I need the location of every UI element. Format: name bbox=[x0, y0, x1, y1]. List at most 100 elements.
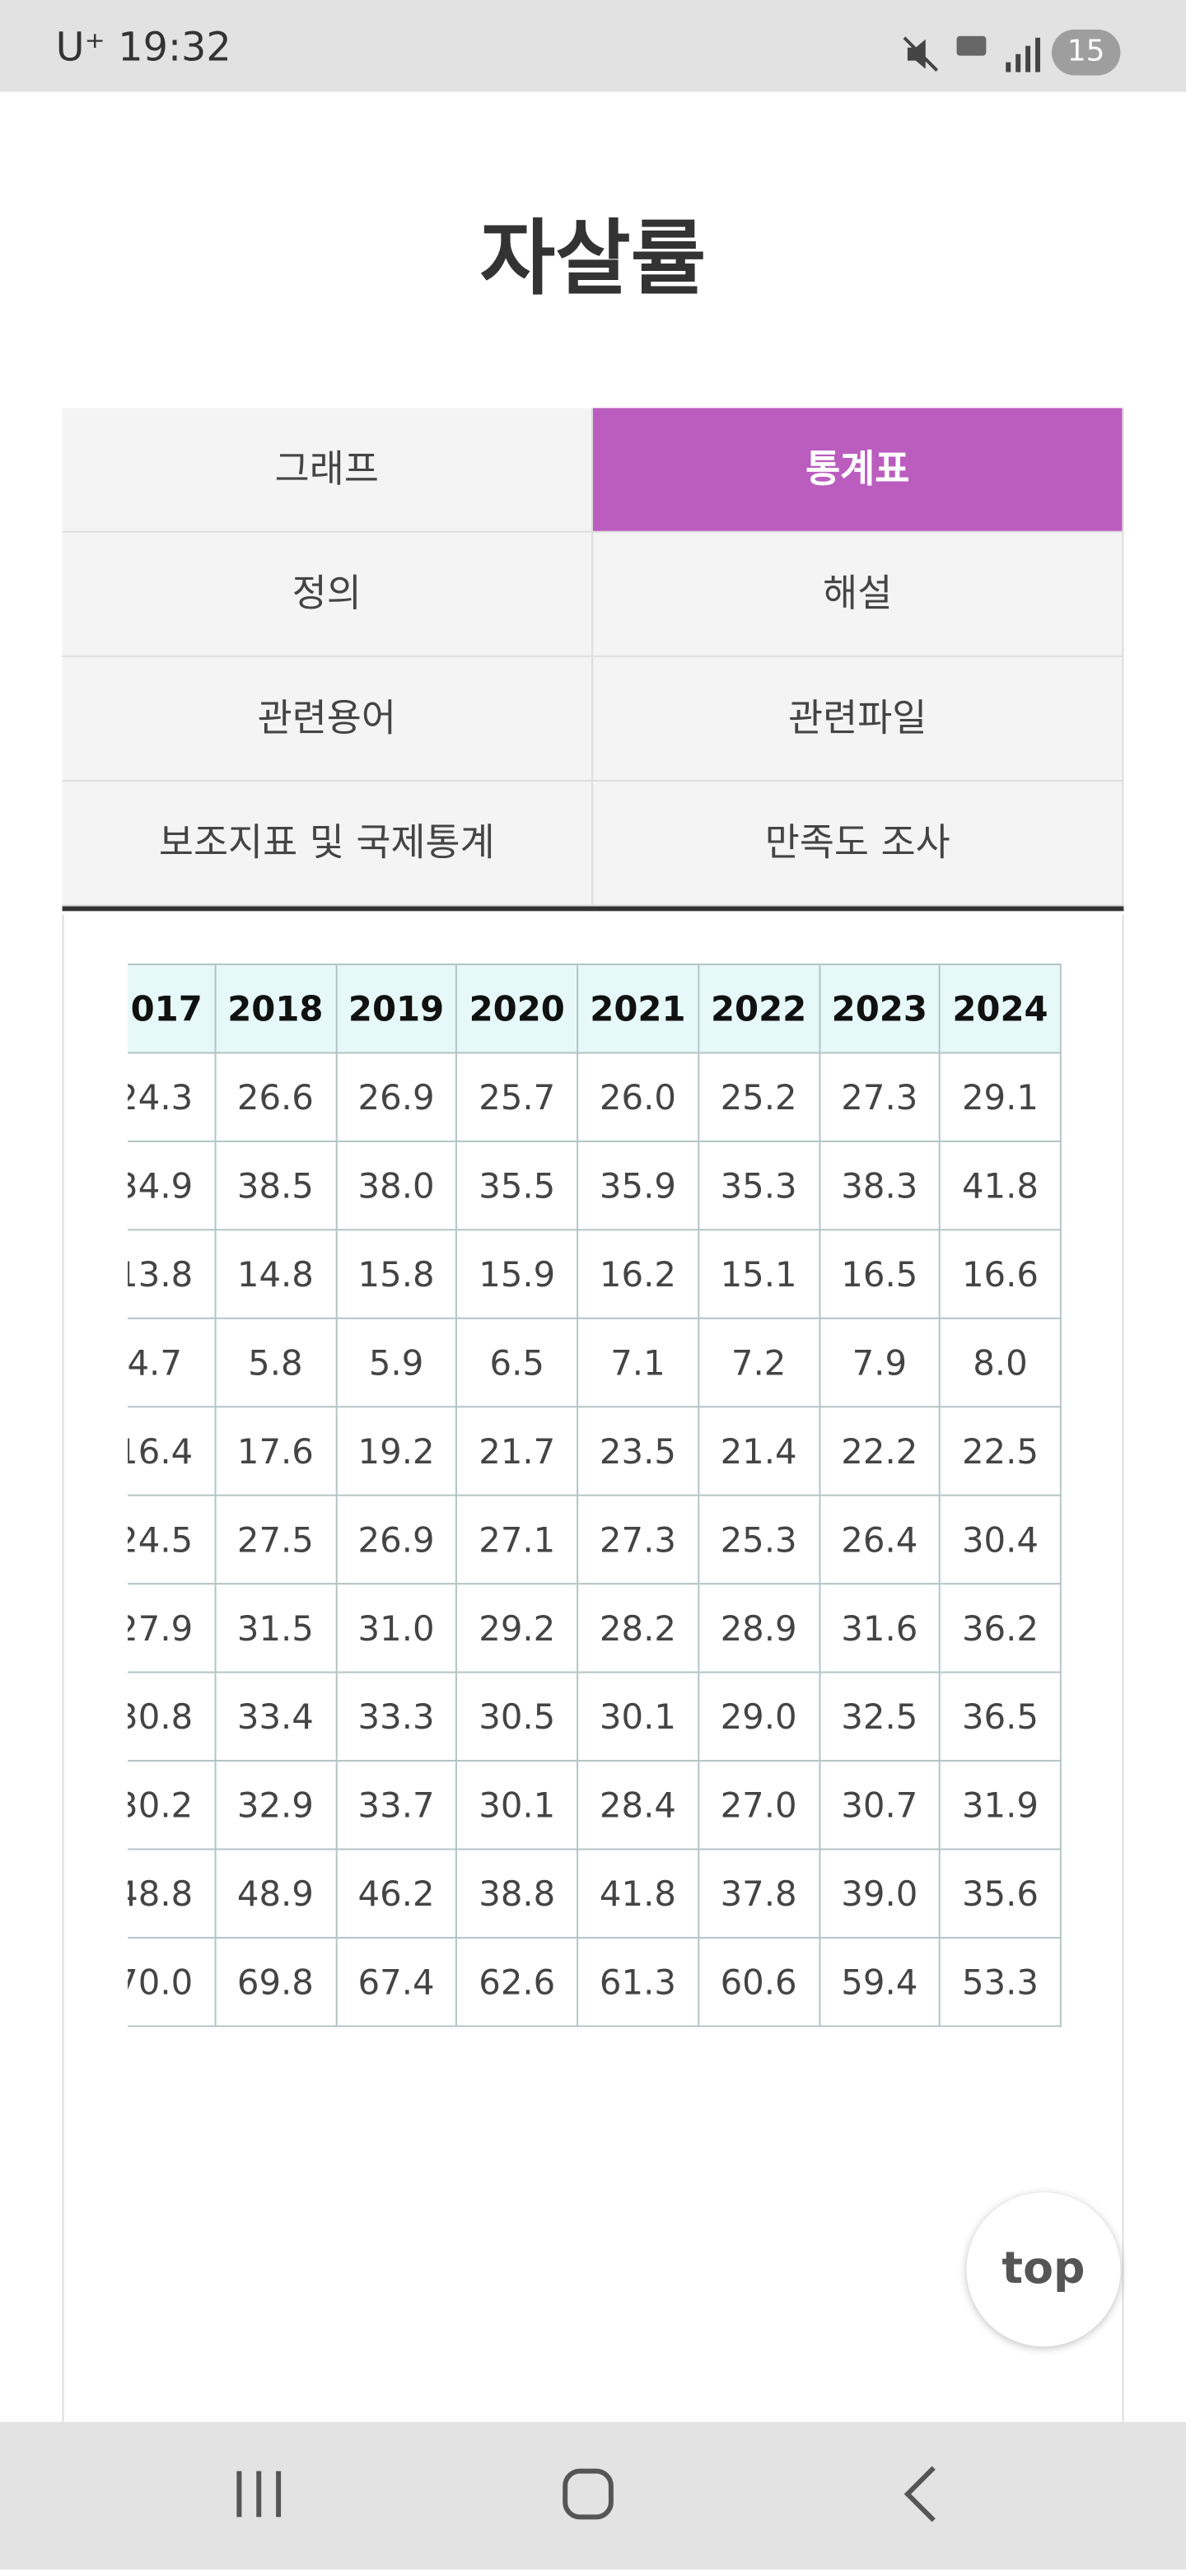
table-cell: 30.7 bbox=[818, 1760, 941, 1850]
table-cell: 36.2 bbox=[939, 1583, 1062, 1673]
table-cell: 6.5 bbox=[455, 1317, 579, 1408]
table-cell: 27.9 bbox=[128, 1583, 217, 1673]
tab[interactable]: 관련용어 bbox=[62, 656, 593, 782]
column-header: 2024 bbox=[939, 964, 1062, 1054]
table-cell: 25.7 bbox=[455, 1052, 579, 1142]
table-cell: 7.2 bbox=[697, 1317, 820, 1408]
column-header: 2020 bbox=[455, 964, 579, 1054]
table-panel: 2017201820192020202120222023202424.326.6… bbox=[62, 914, 1124, 2422]
tab-menu: 그래프 통계표 정의 해설 관련용어 관련파일 보조지표 및 국제통계 만족도 조사 bbox=[62, 408, 1124, 912]
battery: 15 bbox=[1051, 29, 1121, 76]
table-cell: 30.1 bbox=[577, 1671, 699, 1762]
table-cell: 38.3 bbox=[818, 1140, 941, 1231]
tab[interactable]: 관련파일 bbox=[592, 656, 1124, 782]
column-header: 2021 bbox=[577, 964, 699, 1054]
table-cell: 5.9 bbox=[334, 1317, 458, 1408]
table-cell: 35.3 bbox=[697, 1140, 820, 1231]
column-header: 2022 bbox=[697, 964, 820, 1054]
table-cell: 26.6 bbox=[214, 1052, 337, 1142]
table-cell: 33.4 bbox=[214, 1671, 337, 1762]
table-cell: 31.6 bbox=[818, 1583, 941, 1673]
column-header: 2018 bbox=[214, 964, 337, 1054]
column-header: 2019 bbox=[334, 964, 458, 1054]
table-cell: 30.2 bbox=[128, 1760, 217, 1850]
table-cell: 26.9 bbox=[334, 1052, 458, 1142]
table-cell: 28.9 bbox=[697, 1583, 820, 1673]
table-row: 30.833.433.330.530.129.032.536.5 bbox=[128, 1671, 1062, 1762]
table-row: 34.938.538.035.535.935.338.341.8 bbox=[128, 1140, 1062, 1231]
tab[interactable]: 통계표 bbox=[592, 408, 1124, 533]
table-cell: 16.2 bbox=[577, 1229, 699, 1319]
table-cell: 35.6 bbox=[939, 1848, 1062, 1939]
table-cell: 30.4 bbox=[939, 1494, 1062, 1585]
tab[interactable]: 정의 bbox=[62, 532, 593, 657]
tab[interactable]: 만족도 조사 bbox=[592, 782, 1124, 907]
table-cell: 26.4 bbox=[818, 1494, 941, 1585]
tab[interactable]: 보조지표 및 국제통계 bbox=[62, 782, 593, 907]
table-cell: 29.1 bbox=[939, 1052, 1062, 1142]
carrier: U⁺ bbox=[55, 24, 105, 71]
table-cell: 62.6 bbox=[455, 1936, 579, 2028]
table-cell: 30.1 bbox=[455, 1760, 579, 1850]
table-cell: 36.5 bbox=[939, 1671, 1062, 1762]
table-cell: 67.4 bbox=[334, 1936, 458, 2028]
table-cell: 69.8 bbox=[214, 1936, 337, 2028]
table-cell: 24.5 bbox=[128, 1494, 217, 1585]
table-row: 13.814.815.815.916.215.116.516.6 bbox=[128, 1229, 1062, 1319]
table-cell: 28.2 bbox=[577, 1583, 699, 1673]
top-button[interactable]: top bbox=[966, 2192, 1121, 2347]
table-cell: 26.0 bbox=[577, 1052, 699, 1142]
table-cell: 27.1 bbox=[455, 1494, 579, 1585]
table-cell: 31.0 bbox=[334, 1583, 458, 1673]
status-icons bbox=[903, 35, 1040, 72]
table-cell: 26.9 bbox=[334, 1494, 458, 1585]
table-cell: 39.0 bbox=[818, 1848, 941, 1939]
table-cell: 23.5 bbox=[577, 1406, 699, 1496]
table-cell: 29.0 bbox=[697, 1671, 820, 1762]
table-cell: 22.2 bbox=[818, 1406, 941, 1496]
page-title: 자살률 bbox=[479, 211, 707, 307]
table-cell: 17.6 bbox=[214, 1406, 337, 1496]
clock: 19:32 bbox=[118, 24, 231, 71]
table-row: 48.848.946.238.841.837.839.035.6 bbox=[128, 1848, 1062, 1939]
table-row: 4.7 5.8 5.9 6.5 7.1 7.2 7.9 8.0 bbox=[128, 1317, 1062, 1408]
table-cell: 31.5 bbox=[214, 1583, 337, 1673]
table-cell: 30.5 bbox=[455, 1671, 579, 1762]
table-cell: 8.0 bbox=[939, 1317, 1062, 1408]
table-cell: 24.3 bbox=[128, 1052, 217, 1142]
table-cell: 35.5 bbox=[455, 1140, 579, 1231]
table-cell: 59.4 bbox=[818, 1936, 941, 2028]
table-cell: 16.5 bbox=[818, 1229, 941, 1319]
table-cell: 32.9 bbox=[214, 1760, 337, 1850]
table-cell: 38.5 bbox=[214, 1140, 337, 1231]
table-row: 27.931.531.029.228.228.931.636.2 bbox=[128, 1583, 1062, 1673]
table-cell: 27.5 bbox=[214, 1494, 337, 1585]
table-cell: 37.8 bbox=[697, 1848, 820, 1939]
table-cell: 25.3 bbox=[697, 1494, 820, 1585]
table-cell: 14.8 bbox=[214, 1229, 337, 1319]
table-cell: 41.8 bbox=[939, 1140, 1062, 1231]
tab[interactable]: 그래프 bbox=[62, 408, 593, 533]
table-cell: 61.3 bbox=[577, 1936, 699, 2028]
table-cell: 60.6 bbox=[697, 1936, 820, 2028]
table-cell: 48.8 bbox=[128, 1848, 217, 1939]
table-cell: 27.3 bbox=[818, 1052, 941, 1142]
table-row: 16.417.619.221.723.521.422.222.5 bbox=[128, 1406, 1062, 1496]
table-cell: 16.4 bbox=[128, 1406, 217, 1496]
status-bar: U⁺ 19:32 15 bbox=[0, 0, 1186, 92]
table-cell: 28.4 bbox=[577, 1760, 699, 1850]
tab[interactable]: 해설 bbox=[592, 532, 1124, 657]
table-cell: 38.0 bbox=[334, 1140, 458, 1231]
table-cell: 21.7 bbox=[455, 1406, 579, 1496]
table-cell: 27.0 bbox=[697, 1760, 820, 1850]
table-cell: 46.2 bbox=[334, 1848, 458, 1939]
table-scroll[interactable]: 2017201820192020202120222023202424.326.6… bbox=[128, 964, 1062, 2028]
table-cell: 48.9 bbox=[214, 1848, 337, 1939]
table-cell: 15.1 bbox=[697, 1229, 820, 1319]
table-cell: 22.5 bbox=[939, 1406, 1062, 1496]
table-cell: 21.4 bbox=[697, 1406, 820, 1496]
table-cell: 34.9 bbox=[128, 1140, 217, 1231]
table-cell: 7.9 bbox=[818, 1317, 941, 1408]
